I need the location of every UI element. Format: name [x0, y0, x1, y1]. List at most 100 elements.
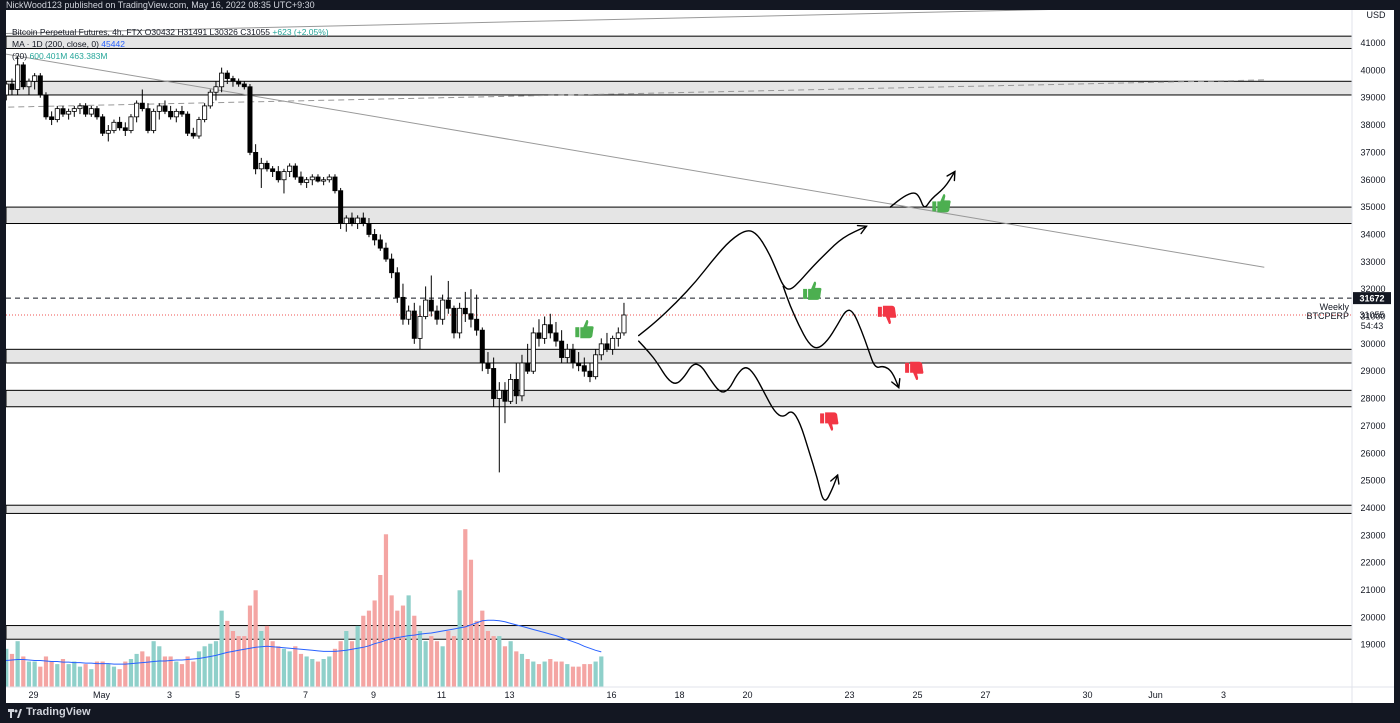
candle-body [581, 365, 587, 372]
candle [525, 343, 531, 374]
projection-path [638, 225, 868, 337]
candle [604, 332, 610, 353]
volume-bar [395, 610, 400, 687]
candle [570, 343, 576, 369]
candle-body [372, 234, 378, 241]
candle [134, 100, 140, 123]
candle-body [542, 324, 548, 339]
candle-body [139, 102, 145, 110]
candle [564, 343, 570, 363]
candle-body [536, 332, 542, 339]
candle-body [338, 190, 344, 224]
volume-bar [332, 648, 338, 687]
candle-body [377, 239, 383, 249]
candle [71, 105, 77, 117]
volume-bar [429, 636, 434, 687]
candle [304, 177, 310, 188]
candle [281, 168, 287, 194]
candle [270, 166, 276, 178]
legend-volume-label[interactable]: (20) [12, 51, 28, 61]
candle-body [219, 72, 225, 88]
candle-body [315, 176, 321, 182]
volume-bar [293, 646, 298, 687]
volume-bar [191, 661, 196, 687]
candle-body [196, 119, 202, 137]
thumb-cuff [932, 201, 937, 212]
price-tick-label: 26000 [1360, 448, 1385, 458]
candle-body [400, 296, 406, 320]
candle [366, 218, 372, 238]
volume-bar [106, 664, 111, 687]
thumbs-down-icon [877, 305, 897, 325]
volume-bar [497, 636, 502, 687]
legend-ma-label[interactable]: MA · 1D (200, close, 0) [12, 39, 99, 49]
volume-bar [434, 641, 440, 687]
candle-body [491, 368, 497, 399]
candles [6, 56, 627, 473]
candle-body [162, 105, 168, 112]
chart-area[interactable]: USD 41000 40000 39000 38000 37000 36000 35000 34… [6, 10, 1394, 703]
symbol-label: BTCPERP [1306, 311, 1349, 321]
candle [389, 253, 395, 279]
candle [151, 108, 157, 134]
candle [185, 111, 191, 136]
candle [621, 302, 627, 336]
candle [491, 357, 497, 407]
candle-body [224, 72, 230, 79]
candle-body [593, 354, 599, 378]
candle-body [604, 343, 610, 350]
candle [440, 294, 446, 325]
price-tick-label: 36000 [1360, 175, 1385, 185]
volume-bar [111, 666, 117, 687]
legend-ma-value: 45442 [101, 39, 125, 49]
candle-body [185, 113, 191, 134]
candle-body [332, 176, 338, 192]
candle [241, 81, 247, 90]
candle-body [9, 83, 15, 90]
candle [326, 174, 332, 183]
time-tick-label: 29 [28, 690, 38, 700]
price-tick-label: 31000 [1360, 312, 1385, 322]
thumbs-up-icon [803, 281, 822, 300]
tradingview-logo-icon [8, 709, 22, 718]
candle [508, 373, 514, 405]
candle-body [570, 348, 576, 364]
candle-body [49, 116, 55, 120]
candle [230, 75, 236, 87]
candle [253, 144, 259, 175]
candle [145, 103, 151, 134]
candle-body [43, 94, 49, 118]
price-tick-label: 23000 [1360, 530, 1385, 540]
volume-bar [276, 646, 281, 687]
volume-bar [304, 656, 309, 687]
candle [179, 105, 185, 117]
candle [43, 92, 49, 120]
volume-bar [349, 641, 355, 687]
price-tick-label: 33000 [1360, 257, 1385, 267]
volume-bar [77, 666, 83, 687]
candle-body [502, 389, 508, 402]
support-resistance-zone [6, 35, 1352, 49]
candle [479, 327, 485, 372]
candle [332, 174, 338, 194]
candle-body [77, 105, 83, 110]
last-price-value: 31055 [1359, 310, 1384, 320]
candle-body [32, 75, 38, 82]
price-chart[interactable]: USD4100040000390003800037000360003500034… [6, 10, 1394, 703]
candle-body [179, 110, 185, 115]
thumb-icons [575, 194, 951, 431]
candle [287, 163, 293, 178]
candle-body [479, 329, 485, 364]
legend-symbol[interactable]: Bitcoin Perpetual Futures, 4h, FTX [12, 27, 143, 37]
time-tick-label: 27 [980, 690, 990, 700]
weekly-level-label: Weekly [1320, 302, 1350, 312]
candle [37, 73, 43, 98]
candle-body [468, 313, 474, 320]
time-tick-label: 16 [606, 690, 616, 700]
price-tick-label: 37000 [1360, 147, 1385, 157]
candle [451, 305, 457, 339]
volume-bar [247, 605, 253, 687]
price-tick-label: 41000 [1360, 38, 1385, 48]
support-resistance-zone [6, 625, 1352, 640]
volume-bar [531, 661, 536, 687]
